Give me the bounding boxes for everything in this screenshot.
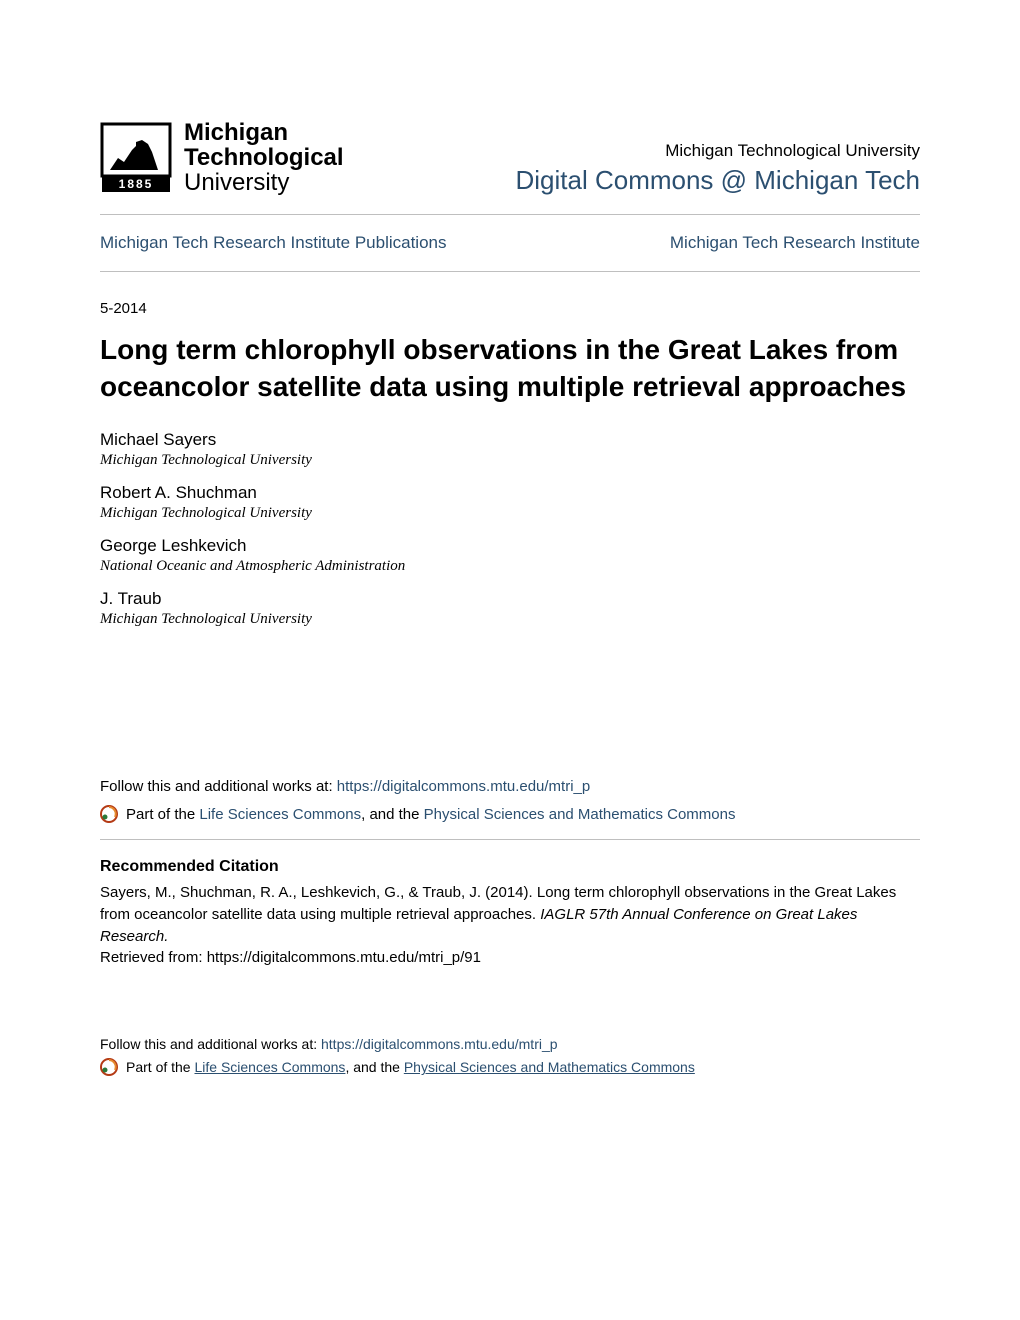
author-name: George Leshkevich bbox=[100, 536, 920, 556]
follow-prefix: Follow this and additional works at: bbox=[100, 778, 337, 795]
footer-part-line: Part of the Life Sciences Commons, and t… bbox=[100, 1058, 920, 1076]
publication-date: 5-2014 bbox=[100, 300, 920, 317]
authors-list: Michael Sayers Michigan Technological Un… bbox=[100, 430, 920, 628]
part-of-mid: , and the bbox=[361, 806, 424, 823]
repository-link[interactable]: Digital Commons @ Michigan Tech bbox=[515, 165, 920, 195]
logo-block: 1885 Michigan Technological University bbox=[100, 120, 344, 196]
page-header: 1885 Michigan Technological University M… bbox=[100, 120, 920, 196]
citation-heading: Recommended Citation bbox=[100, 858, 920, 876]
svg-text:1885: 1885 bbox=[119, 177, 154, 191]
footer-follow-link[interactable]: https://digitalcommons.mtu.edu/mtri_p bbox=[321, 1036, 558, 1052]
footer-follow-line: Follow this and additional works at: htt… bbox=[100, 1036, 920, 1052]
paper-title: Long term chlorophyll observations in th… bbox=[100, 331, 920, 407]
follow-works-line: Follow this and additional works at: htt… bbox=[100, 778, 920, 795]
footer-commons-link-1[interactable]: Life Sciences Commons bbox=[194, 1059, 345, 1075]
part-of-line: Part of the Life Sciences Commons, and t… bbox=[100, 805, 920, 823]
part-of-prefix: Part of the bbox=[126, 806, 199, 823]
institution-name: Michigan Technological University bbox=[515, 141, 920, 161]
citation-text: Sayers, M., Shuchman, R. A., Leshkevich,… bbox=[100, 882, 920, 947]
divider bbox=[100, 271, 920, 272]
footer-part-prefix: Part of the bbox=[126, 1059, 194, 1075]
breadcrumb-nav: Michigan Tech Research Institute Publica… bbox=[100, 215, 920, 271]
nav-collection-link[interactable]: Michigan Tech Research Institute Publica… bbox=[100, 233, 446, 253]
footer-commons-link-2[interactable]: Physical Sciences and Mathematics Common… bbox=[404, 1059, 695, 1075]
citation-retrieved: Retrieved from: https://digitalcommons.m… bbox=[100, 949, 920, 966]
author-affiliation: Michigan Technological University bbox=[100, 505, 920, 522]
footer-part-mid: , and the bbox=[345, 1059, 403, 1075]
logo-line3: University bbox=[184, 170, 344, 195]
institution-block: Michigan Technological University Digita… bbox=[515, 141, 920, 196]
author-affiliation: National Oceanic and Atmospheric Adminis… bbox=[100, 558, 920, 575]
commons-network-icon bbox=[100, 1058, 118, 1076]
logo-line2: Technological bbox=[184, 145, 344, 170]
footer: Follow this and additional works at: htt… bbox=[100, 1036, 920, 1076]
university-logo-icon: 1885 bbox=[100, 122, 172, 194]
logo-line1: Michigan bbox=[184, 120, 344, 145]
nav-institute-link[interactable]: Michigan Tech Research Institute bbox=[670, 233, 920, 253]
footer-follow-prefix: Follow this and additional works at: bbox=[100, 1036, 321, 1052]
commons-link-1[interactable]: Life Sciences Commons bbox=[199, 806, 361, 823]
author-affiliation: Michigan Technological University bbox=[100, 452, 920, 469]
author-affiliation: Michigan Technological University bbox=[100, 611, 920, 628]
author-name: Michael Sayers bbox=[100, 430, 920, 450]
author-name: J. Traub bbox=[100, 589, 920, 609]
follow-url-link[interactable]: https://digitalcommons.mtu.edu/mtri_p bbox=[337, 778, 590, 795]
commons-link-2[interactable]: Physical Sciences and Mathematics Common… bbox=[424, 806, 736, 823]
author-name: Robert A. Shuchman bbox=[100, 483, 920, 503]
divider bbox=[100, 839, 920, 840]
commons-network-icon bbox=[100, 805, 118, 823]
logo-wordmark: Michigan Technological University bbox=[184, 120, 344, 196]
